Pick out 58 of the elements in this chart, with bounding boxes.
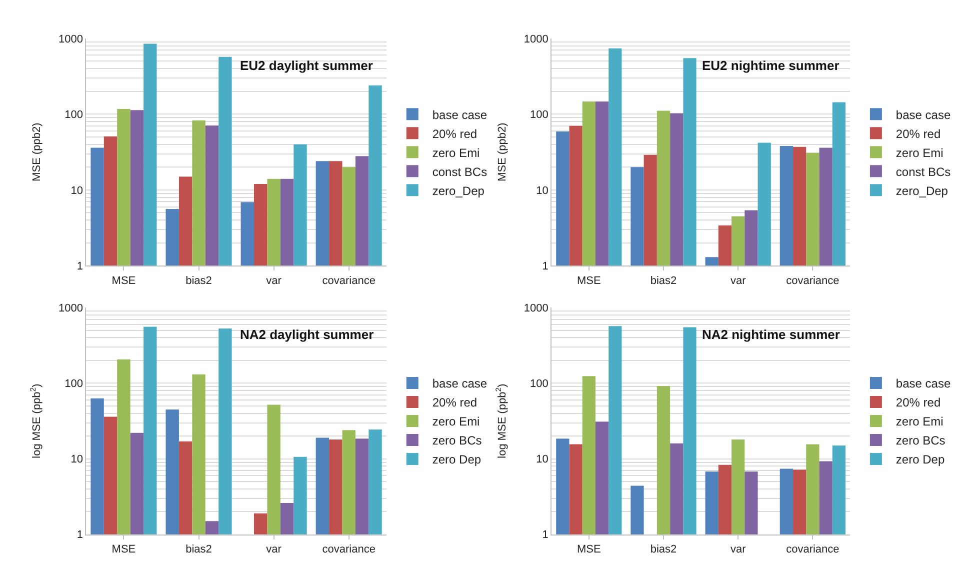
x-tick-label: covariance [322,274,376,287]
y-tick-label: 1 [76,529,83,542]
x-tick-label: var [266,544,282,556]
legend-label: const BCs [896,164,951,179]
legend-label: base case [896,376,951,391]
y-tick-label: 10 [70,454,83,466]
x-tick-label: bias2 [186,274,212,287]
legend-label: zero Emi [432,146,480,160]
legend-label: base case [432,108,488,122]
legend-label: 20% red [896,126,941,141]
y-tick-label: 1000 [58,33,83,46]
legend-label: zero BCs [896,434,946,448]
legend-label: zero_Dep [896,184,948,198]
y-tick-label: 10 [536,184,548,197]
y-tick-label: 1000 [524,33,548,46]
y-tick-label: 1 [542,260,548,273]
y-tick-label: 100 [530,378,548,390]
y-tick-label: 1000 [524,302,548,315]
y-tick-label: 100 [64,378,83,390]
y-tick-label: 1 [542,529,548,542]
y-tick-label: 10 [70,184,83,197]
legend-label: const BCs [432,164,488,179]
x-tick-label: MSE [112,274,136,287]
x-tick-label: bias2 [650,274,677,287]
legend-label: base case [896,108,951,122]
x-tick-label: bias2 [186,544,212,556]
x-tick-label: MSE [112,544,136,556]
x-tick-label: bias2 [650,544,677,556]
x-tick-label: covariance [322,544,376,556]
x-tick-label: var [266,274,282,287]
y-axis-title: MSE (ppb2) [31,122,44,182]
legend-label: 20% red [432,396,478,410]
legend-label: zero Emi [896,146,944,160]
x-tick-label: MSE [576,544,601,556]
legend-label: 20% red [896,396,941,410]
y-tick-label: 10 [536,454,548,466]
legend-label: base case [432,376,488,391]
legend-label: zero Dep [896,452,945,467]
legend-label: zero_Dep [432,184,485,198]
y-tick-label: 1000 [58,302,83,315]
y-tick-label: 1 [76,260,83,273]
x-tick-label: covariance [786,274,840,287]
legend-label: 20% red [432,126,478,141]
y-tick-label: 100 [64,109,83,122]
legend-label: zero Emi [896,414,944,429]
text: EU2 daylight summer [240,58,373,73]
x-tick-label: covariance [786,544,840,556]
x-tick-label: MSE [576,274,601,287]
text: EU2 nightime summer [702,58,840,73]
x-tick-label: var [730,544,746,556]
y-axis-title: MSE (ppb2) [496,122,509,182]
legend-label: zero Dep [432,452,482,467]
text: NA2 nightime summer [702,327,840,342]
y-tick-label: 100 [530,109,548,122]
text: NA2 daylight summer [240,327,374,342]
legend-label: zero Emi [432,414,480,429]
legend-label: zero BCs [432,434,482,448]
x-tick-label: var [730,274,746,287]
